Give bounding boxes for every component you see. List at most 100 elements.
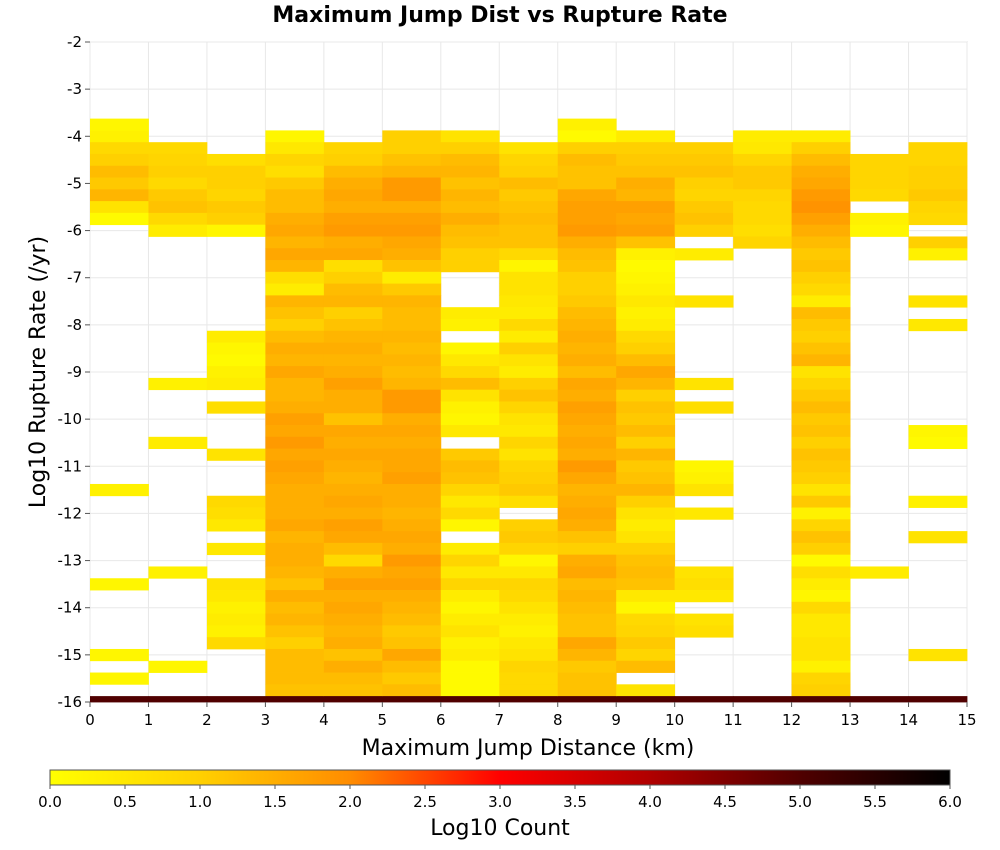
- heatmap-cell: [557, 389, 617, 402]
- colorbar-tick-label: 2.5: [413, 793, 437, 811]
- heatmap-cell: [440, 413, 500, 426]
- heatmap-cell: [440, 448, 500, 461]
- heatmap-cell: [382, 271, 442, 285]
- heatmap-cell: [382, 224, 442, 237]
- heatmap-cell: [382, 601, 442, 615]
- heatmap-cell: [791, 590, 851, 603]
- heatmap-cell: [382, 330, 442, 343]
- heatmap-cell: [908, 425, 968, 438]
- heatmap-cell: [557, 236, 617, 249]
- heatmap-cell: [323, 554, 383, 567]
- heatmap-cell: [791, 342, 851, 355]
- heatmap-cell: [791, 366, 851, 379]
- heatmap-cell: [323, 601, 383, 615]
- heatmap-cell: [148, 660, 208, 673]
- heatmap-cell: [323, 177, 383, 190]
- heatmap-cell: [382, 425, 442, 438]
- heatmap-cell: [616, 472, 676, 485]
- heatmap-cell: [908, 165, 968, 178]
- heatmap-cell: [791, 271, 851, 285]
- heatmap-cell: [440, 578, 500, 591]
- heatmap-cell: [206, 590, 266, 603]
- heatmap-cell: [323, 684, 383, 697]
- heatmap-cell: [382, 554, 442, 567]
- heatmap-cell: [265, 260, 325, 273]
- heatmap-cell: [440, 201, 500, 214]
- heatmap-cell: [382, 648, 442, 662]
- heatmap-cell: [616, 507, 676, 520]
- heatmap-cell: [382, 566, 442, 579]
- heatmap-cell: [323, 483, 383, 497]
- heatmap-cell: [499, 389, 559, 402]
- heatmap-cell: [382, 448, 442, 461]
- heatmap-cell: [206, 696, 266, 703]
- heatmap-cell: [440, 389, 500, 402]
- heatmap-cell: [557, 519, 617, 532]
- y-tick-label: -3: [67, 80, 82, 98]
- heatmap-cell: [323, 566, 383, 579]
- heatmap-cell: [791, 436, 851, 450]
- colorbar-tick-label: 1.0: [188, 793, 212, 811]
- heatmap-cell: [674, 165, 734, 178]
- heatmap-cell: [674, 377, 734, 391]
- heatmap-cell: [616, 224, 676, 237]
- heatmap-cell: [90, 118, 149, 131]
- heatmap-cell: [382, 495, 442, 508]
- x-tick-label: 10: [665, 711, 684, 729]
- heatmap-cell: [382, 578, 442, 591]
- heatmap-cell: [206, 189, 266, 202]
- heatmap-cell: [616, 425, 676, 438]
- heatmap-cell: [908, 295, 968, 308]
- heatmap-cell: [440, 177, 500, 190]
- heatmap-cell: [323, 648, 383, 662]
- heatmap-cell: [499, 448, 559, 461]
- heatmap-cell: [206, 212, 266, 226]
- heatmap-cell: [499, 354, 559, 367]
- heatmap-cell: [382, 507, 442, 520]
- heatmap-cell: [206, 448, 266, 461]
- heatmap-cell: [499, 425, 559, 438]
- heatmap-cell: [616, 660, 676, 673]
- heatmap-cell: [382, 366, 442, 379]
- heatmap-cell: [440, 130, 500, 143]
- heatmap-cell: [791, 260, 851, 273]
- heatmap-cell: [616, 625, 676, 638]
- heatmap-cell: [557, 448, 617, 461]
- x-tick-label: 1: [144, 711, 154, 729]
- heatmap-cell: [265, 554, 325, 567]
- heatmap-cell: [148, 189, 208, 202]
- heatmap-cell: [791, 495, 851, 508]
- heatmap-cell: [791, 307, 851, 320]
- heatmap-cell: [499, 472, 559, 485]
- heatmap-cell: [440, 472, 500, 485]
- x-tick-label: 0: [85, 711, 95, 729]
- heatmap-cell: [557, 354, 617, 367]
- heatmap-cell: [265, 660, 325, 673]
- heatmap-cell: [265, 519, 325, 532]
- heatmap-cell: [206, 495, 266, 508]
- heatmap-cell: [557, 625, 617, 638]
- heatmap-cell: [440, 165, 500, 178]
- heatmap-cell: [616, 696, 676, 703]
- heatmap-cell: [440, 460, 500, 473]
- heatmap-cell: [616, 637, 676, 650]
- heatmap-cell: [382, 201, 442, 214]
- heatmap-cell: [499, 531, 559, 544]
- colorbar-tick-label: 5.0: [788, 793, 812, 811]
- heatmap-cell: [557, 542, 617, 556]
- heatmap-cell: [265, 483, 325, 497]
- heatmap-cell: [616, 601, 676, 615]
- heatmap-cell: [557, 425, 617, 438]
- heatmap-cell: [382, 189, 442, 202]
- heatmap-cell: [791, 566, 851, 579]
- heatmap-cell: [265, 531, 325, 544]
- heatmap-cell: [674, 578, 734, 591]
- heatmap-cell: [616, 413, 676, 426]
- heatmap-cell: [382, 307, 442, 320]
- heatmap-cell: [148, 212, 208, 226]
- heatmap-cell: [265, 542, 325, 556]
- colorbar-tick-label: 3.5: [563, 793, 587, 811]
- heatmap-cell: [499, 542, 559, 556]
- x-tick-label: 7: [494, 711, 504, 729]
- heatmap-cell: [557, 330, 617, 343]
